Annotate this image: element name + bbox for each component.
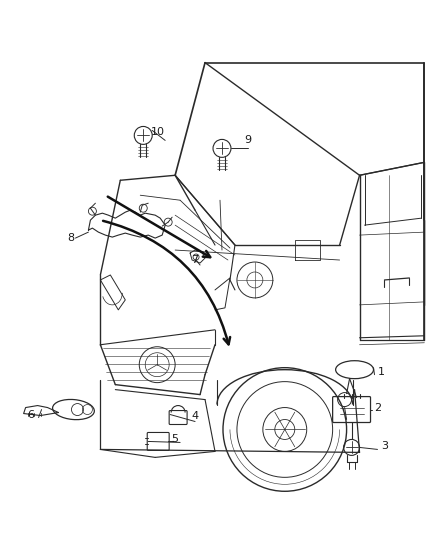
Text: 2: 2 — [374, 402, 381, 413]
Text: 6: 6 — [27, 409, 34, 419]
Text: 4: 4 — [191, 410, 199, 421]
Text: 7: 7 — [191, 255, 199, 265]
Text: 1: 1 — [378, 367, 385, 377]
Text: 5: 5 — [172, 434, 179, 445]
Text: 3: 3 — [381, 441, 388, 451]
Text: 10: 10 — [151, 127, 165, 138]
Text: 9: 9 — [244, 135, 251, 146]
Text: 8: 8 — [67, 233, 74, 243]
